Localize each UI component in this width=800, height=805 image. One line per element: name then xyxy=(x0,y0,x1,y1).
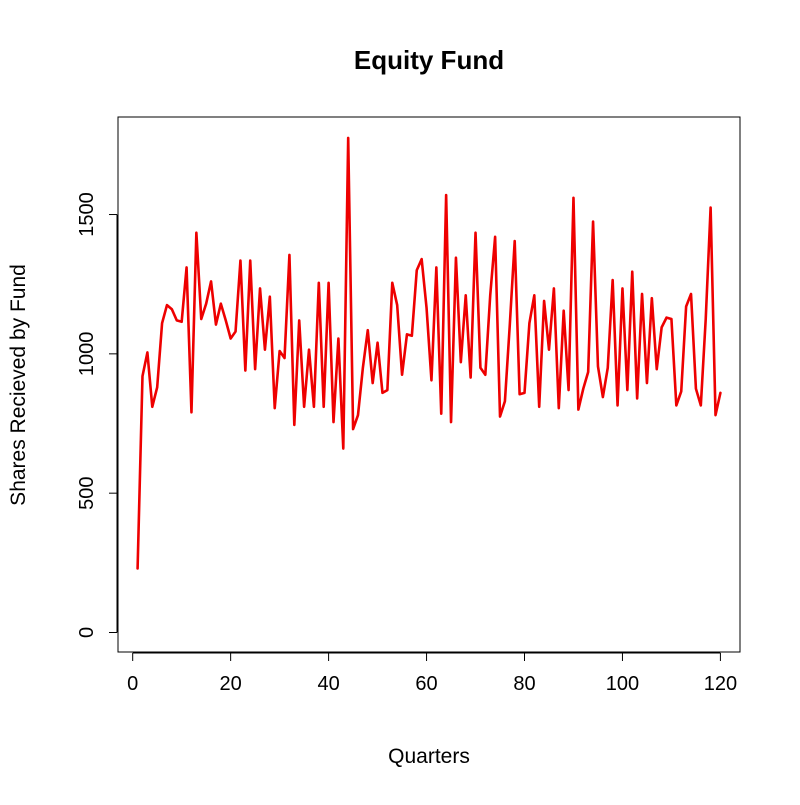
y-axis-label: Shares Recieved by Fund xyxy=(7,264,30,506)
x-tick-label: 120 xyxy=(704,673,737,695)
x-tick-label: 60 xyxy=(415,673,437,695)
series-layer xyxy=(136,136,722,570)
x-tick-label: 0 xyxy=(127,673,138,695)
x-axis-label: Quarters xyxy=(388,745,470,768)
x-tick-label: 100 xyxy=(606,673,639,695)
y-tick-label: 0 xyxy=(76,627,98,638)
y-axis: 0 500 1000 1500 xyxy=(76,192,118,638)
x-tick-label: 40 xyxy=(317,673,339,695)
y-tick-label: 500 xyxy=(76,476,98,509)
y-tick-label: 1500 xyxy=(76,192,98,237)
x-tick-label: 20 xyxy=(220,673,242,695)
series-line xyxy=(136,136,722,570)
x-tick-label: 80 xyxy=(513,673,535,695)
x-axis: 0 20 40 60 80 100 120 xyxy=(127,652,737,695)
y-tick-label: 1000 xyxy=(76,332,98,377)
chart-title: Equity Fund xyxy=(354,45,504,75)
plot-frame xyxy=(117,116,741,653)
